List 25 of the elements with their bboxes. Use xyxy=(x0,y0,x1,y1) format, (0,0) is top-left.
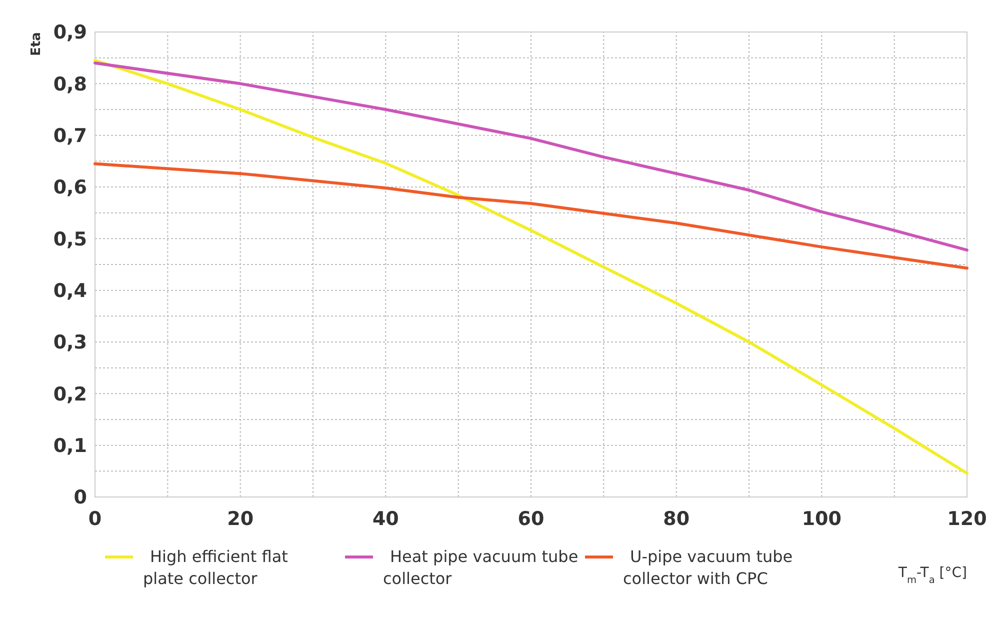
x-tick-label: 0 xyxy=(88,508,102,530)
y-axis-title: Eta xyxy=(29,32,44,56)
x-tick-label: 40 xyxy=(372,508,399,530)
legend-label: U-pipe vacuum tube collector with CPC xyxy=(623,547,793,588)
y-tick-label: 0,8 xyxy=(53,73,87,96)
y-tick-label: 0,6 xyxy=(53,176,87,199)
x-tick-label: 20 xyxy=(227,508,254,530)
y-tick-label: 0,9 xyxy=(53,22,87,44)
y-tick-label: 0,2 xyxy=(53,383,87,406)
x-tick-label: 60 xyxy=(518,508,544,530)
y-tick-label: 0,7 xyxy=(53,124,87,147)
line-series xyxy=(94,58,968,475)
y-tick-label: 0,5 xyxy=(53,228,87,250)
y-tick-label: 0,3 xyxy=(53,332,87,354)
y-tick-label: 0,4 xyxy=(53,280,87,302)
legend-label: Heat pipe vacuum tube collector xyxy=(383,547,578,588)
legend-label: High efficient flat plate collector xyxy=(143,547,288,588)
x-tick-label: 120 xyxy=(947,508,987,530)
x-axis-title: T$_{m}$-T$_{a}$ [°C] xyxy=(897,565,967,586)
line-series xyxy=(94,162,968,270)
line-series xyxy=(94,62,968,252)
y-tick-label: 0,1 xyxy=(53,434,87,457)
x-tick-label: 80 xyxy=(663,508,690,530)
x-tick-label: 100 xyxy=(802,508,842,530)
y-tick-label: 0 xyxy=(74,486,87,509)
